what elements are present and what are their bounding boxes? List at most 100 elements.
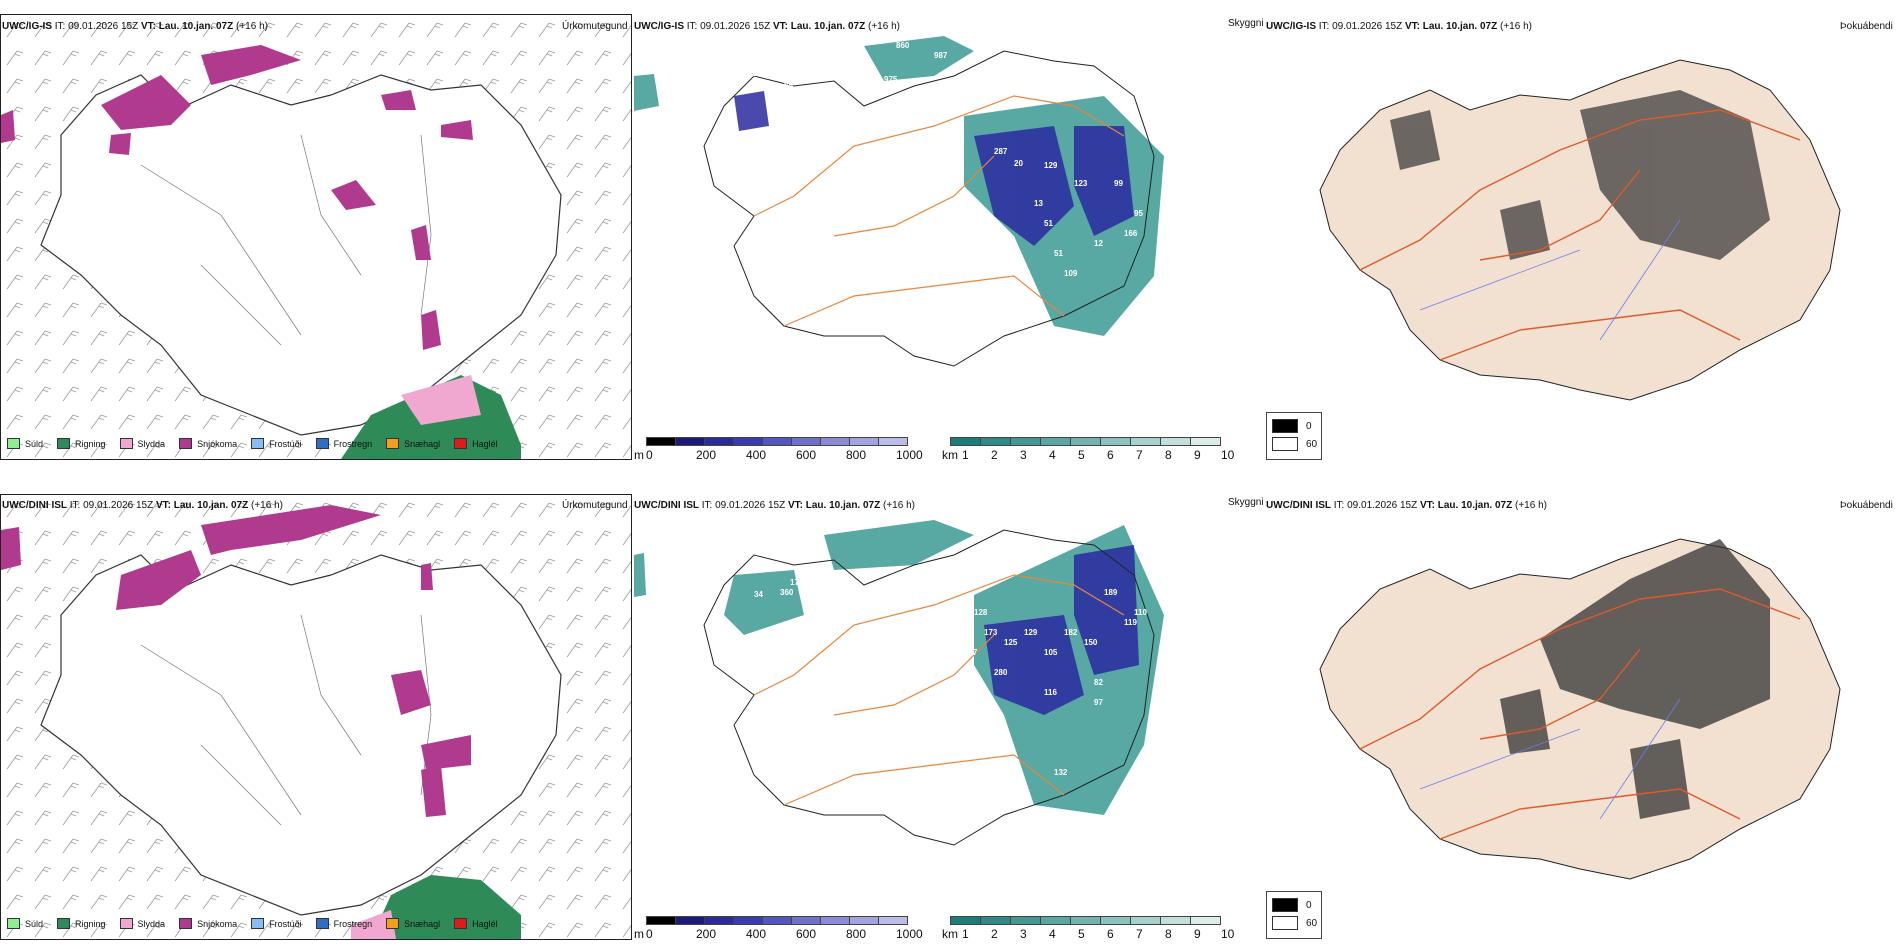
- tick-label: 8: [1165, 448, 1172, 462]
- cb-swatch: [850, 916, 879, 925]
- lead-time: (+16 h): [251, 500, 283, 511]
- fog-key-item: 0: [1267, 896, 1321, 914]
- tick-label: 200: [696, 927, 717, 941]
- legend-item-sudl: Súld: [7, 438, 43, 449]
- cb-swatch: [850, 437, 879, 446]
- tick-label: 9: [1194, 927, 1201, 941]
- cb-swatch: [1161, 437, 1191, 446]
- legend-swatch: [315, 918, 329, 929]
- valid-time: Lau. 10.jan. 07Z: [173, 500, 249, 511]
- visibility-value-label: 987: [934, 51, 948, 60]
- snow-areas: [1, 45, 473, 350]
- visibility-value-label: 360: [780, 588, 794, 597]
- visibility-value-label: 287: [994, 147, 1008, 156]
- legend-item-snjokoma: Snjókoma: [179, 438, 237, 449]
- visibility-ticks: km 1 2 3 4 5 6 7 8 9 10: [942, 927, 1262, 943]
- roads-layer: [753, 95, 1125, 327]
- visibility-map: 898 994 172 34 360 128 197 173 125 129 105 182 150 18…: [634, 520, 1164, 846]
- rain-areas: [341, 375, 521, 459]
- legend-label: Haglél: [472, 438, 498, 449]
- panel-title-fog: UWC/IG-IS IT: 09.01.2026 15Z VT: Lau. 10…: [1266, 21, 1532, 32]
- panel-title-fog: UWC/DINI ISL IT: 09.01.2026 15Z VT: Lau.…: [1266, 500, 1547, 511]
- tick-label: 2: [991, 927, 998, 941]
- visibility-value-label: 95: [1134, 209, 1143, 218]
- visibility-labels: 860 987 975 232 108 85 133 287 20 129 123 99 95 166 51…: [654, 41, 1143, 278]
- cb-swatch: [879, 916, 908, 925]
- visibility-value-label: 150: [1084, 638, 1098, 647]
- fog-key-item: 0: [1267, 417, 1321, 435]
- visibility-value-label: 975: [884, 75, 898, 84]
- legend-label: Snæhagl: [404, 438, 441, 449]
- legend-swatch: [179, 918, 193, 929]
- visibility-value-label: 860: [896, 41, 910, 50]
- visibility-labels: 898 994 172 34 360 128 197 173 125 129 105 182 150 18…: [754, 520, 1147, 777]
- panel-right-title: Skyggni: [1228, 497, 1264, 508]
- tick-label: 200: [696, 448, 717, 462]
- legend-swatch: [119, 918, 133, 929]
- initial-time: IT: 09.01.2026 15Z: [686, 21, 771, 32]
- model-name: UWC/IG-IS: [2, 21, 52, 32]
- legend-label: Súld: [25, 438, 44, 449]
- legend-label: Haglél: [472, 918, 498, 929]
- cb-swatch: [734, 916, 763, 925]
- cb-swatch: [1191, 437, 1221, 446]
- cb-swatch: [879, 437, 908, 446]
- legend-item-slydda: Slydda: [119, 438, 165, 449]
- visibility-value-label: 119: [1124, 618, 1137, 627]
- cb-swatch: [705, 437, 734, 446]
- legend-swatch: [386, 438, 400, 449]
- lead-time: (+16 h): [236, 21, 268, 32]
- tick-label: 5: [1078, 927, 1085, 941]
- fog-key-item: 60: [1267, 435, 1321, 453]
- cb-swatch: [1161, 916, 1191, 925]
- visibility-value-label: 994: [934, 562, 948, 571]
- visibility-value-label: 128: [974, 608, 988, 617]
- visibility-value-label: 189: [1104, 588, 1118, 597]
- cloud-base-ticks: m 0 200 400 600 800 1000: [634, 448, 954, 464]
- visibility-value-label: 82: [1094, 678, 1103, 687]
- panel-right-title: Úrkomutegund: [562, 500, 628, 511]
- fog-key-label: 60: [1306, 438, 1318, 450]
- tick-label: 1000: [896, 927, 923, 941]
- valid-time: Lau. 10.jan. 07Z: [805, 500, 881, 511]
- tick-label: 0: [646, 448, 653, 462]
- unit-label: km: [942, 927, 958, 941]
- legend-swatch: [7, 918, 20, 929]
- precip-map-svg: [1, 15, 631, 459]
- lead-time: (+16 h): [1515, 500, 1547, 511]
- tick-label: 9: [1194, 448, 1201, 462]
- tick-label: 1: [962, 927, 969, 941]
- cb-swatch: [763, 437, 792, 446]
- visibility-value-label: 110: [934, 670, 947, 679]
- panel-right-title: Úrkomutegund: [562, 21, 628, 32]
- tick-label: 2: [991, 448, 998, 462]
- fog-key: 0 60: [1266, 891, 1322, 939]
- fog-key-swatch: [1272, 437, 1298, 451]
- fog-key-swatch: [1272, 916, 1298, 930]
- unit-label: km: [942, 448, 958, 462]
- cb-swatch: [981, 916, 1011, 925]
- visibility-value-label: 123: [1074, 179, 1088, 188]
- fog-key: 0 60: [1266, 412, 1322, 460]
- fog-key-item: 60: [1267, 914, 1321, 932]
- rivers-layer: [1419, 698, 1681, 820]
- cloud-base-blue-areas: [984, 545, 1139, 715]
- initial-time: IT: 09.01.2026 15Z: [701, 500, 786, 511]
- precip-legend: Súld Rigning Slydda Snjókoma Frostúði Fr…: [7, 918, 512, 929]
- visibility-value-label: 129: [1024, 628, 1038, 637]
- visibility-value-label: 232: [654, 71, 668, 80]
- panel-title-visibility: UWC/DINI ISL IT: 09.01.2026 15Z VT: Lau.…: [634, 500, 915, 511]
- cb-swatch: [1041, 916, 1071, 925]
- cb-swatch: [950, 437, 981, 446]
- tick-label: 6: [1107, 927, 1114, 941]
- visibility-value-label: 129: [1044, 161, 1058, 170]
- row-1: Súld Rigning Slydda Snjókoma Frostúði Fr…: [0, 14, 1893, 464]
- precip-legend: Súld Rigning Slydda Snjókoma Frostúði Fr…: [7, 438, 512, 449]
- fog-dark-areas: [1390, 90, 1770, 260]
- visibility-colorbar: [950, 916, 1221, 925]
- visibility-value-label: 34: [754, 590, 763, 599]
- visibility-value-label: 51: [1054, 249, 1063, 258]
- panel-right-title: Þokuábendi: [1840, 500, 1893, 511]
- cb-swatch: [1071, 916, 1101, 925]
- visibility-value-label: 133: [724, 121, 738, 130]
